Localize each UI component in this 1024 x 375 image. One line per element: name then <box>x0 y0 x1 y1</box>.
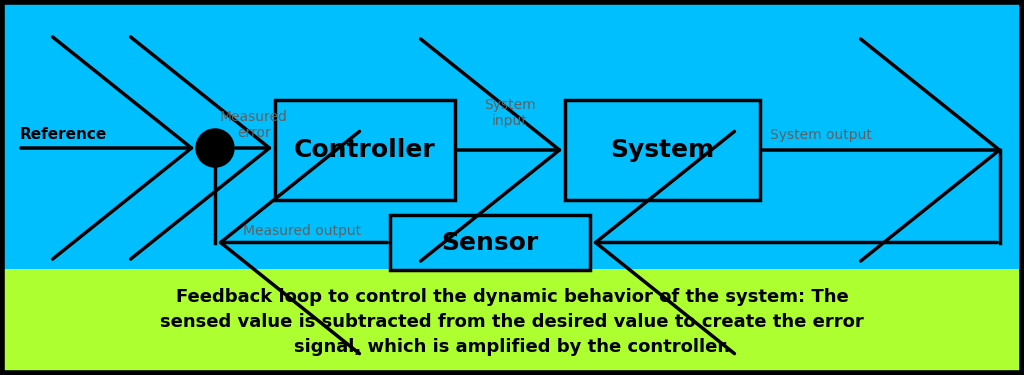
Circle shape <box>197 130 233 166</box>
Text: Feedback loop to control the dynamic behavior of the system: The
sensed value is: Feedback loop to control the dynamic beh… <box>160 288 864 356</box>
Text: Sensor: Sensor <box>441 231 539 255</box>
Text: Reference: Reference <box>20 127 108 142</box>
Text: Measured output: Measured output <box>244 224 361 237</box>
Bar <box>0 269 1024 375</box>
Text: System output: System output <box>770 128 871 142</box>
Bar <box>565 100 760 200</box>
Text: System
input: System input <box>484 98 536 128</box>
Text: +: + <box>203 134 217 152</box>
Text: Controller: Controller <box>294 138 436 162</box>
Bar <box>0 0 1024 269</box>
Text: Measured
error: Measured error <box>220 110 288 140</box>
Bar <box>390 215 590 270</box>
Bar <box>275 100 455 200</box>
Text: −: − <box>203 149 217 167</box>
Text: System: System <box>610 138 715 162</box>
